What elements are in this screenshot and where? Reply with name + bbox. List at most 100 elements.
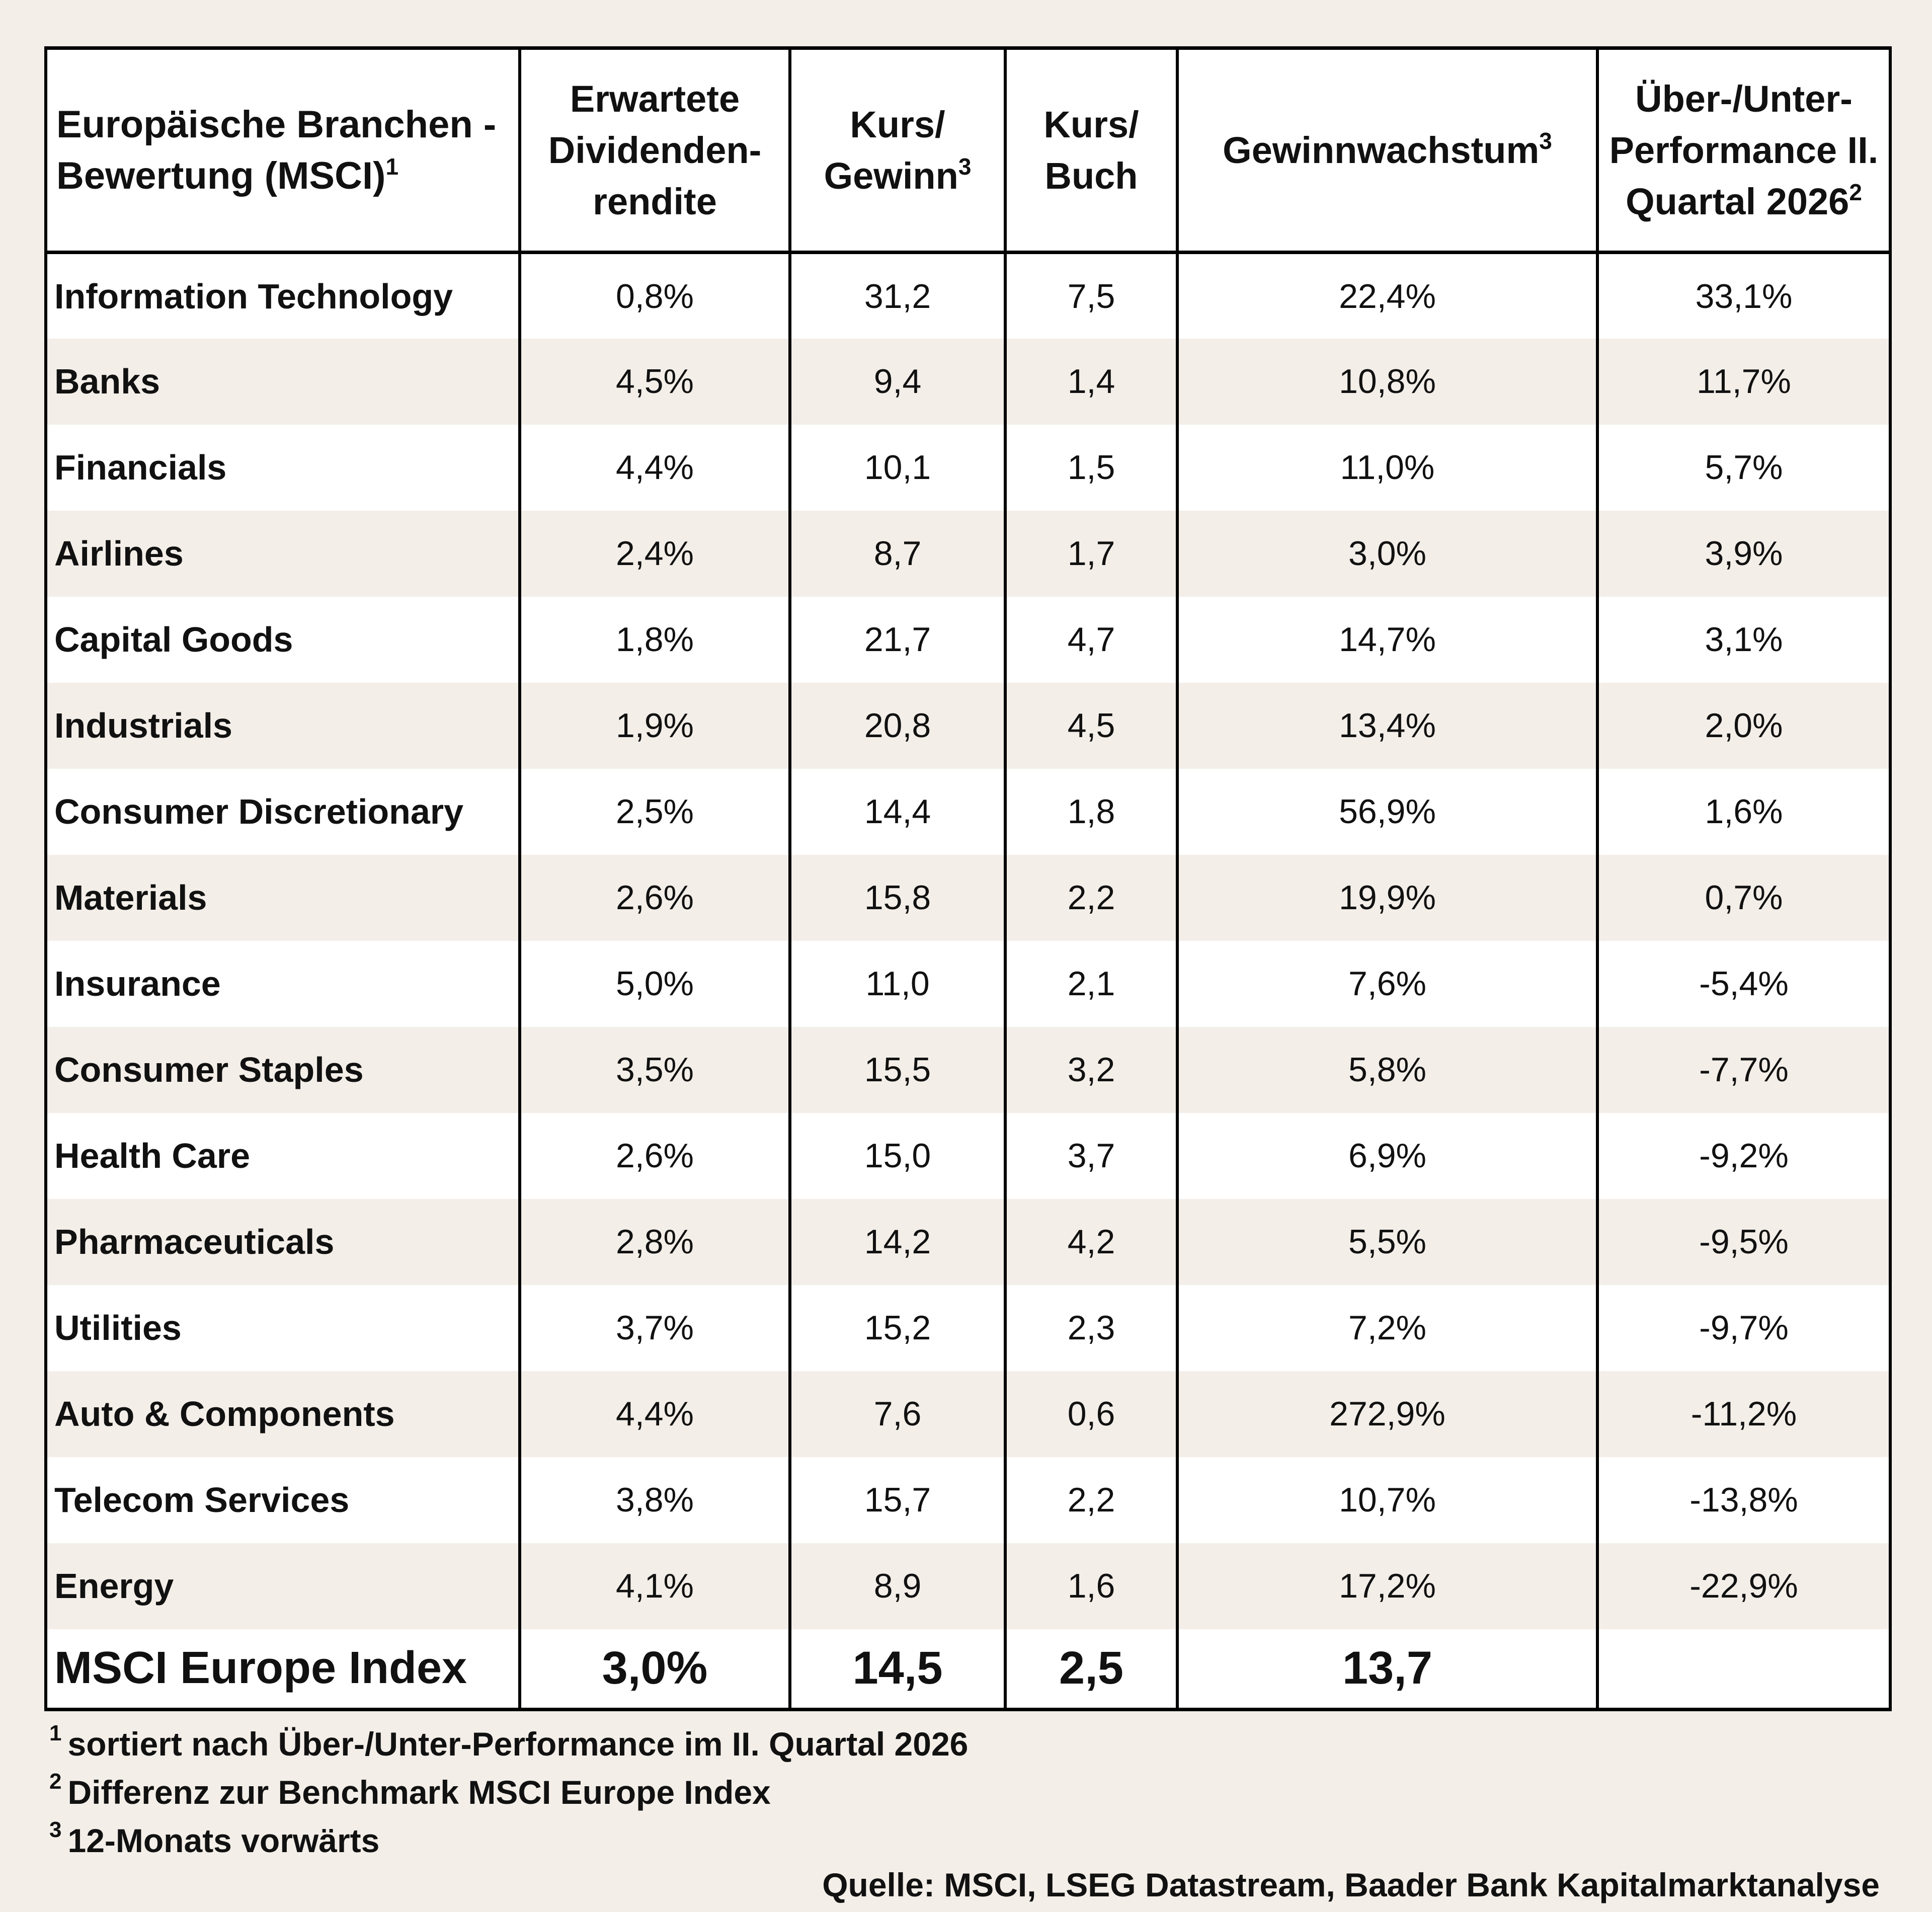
header-price-book-label: Kurs/ Buch xyxy=(1043,103,1139,197)
table-body: Information Technology 0,8% 31,2 7,5 22,4% 33… xyxy=(44,252,1892,1629)
table-row: Insurance 5,0% 11,0 2,1 7,6% -5,4% xyxy=(44,940,1892,1027)
cell-earnings-growth: 17,2% xyxy=(1176,1543,1599,1629)
total-price-earnings: 14,5 xyxy=(788,1629,1007,1711)
header-price-book: Kurs/ Buch xyxy=(1004,46,1179,254)
valuation-table: Europäische Branchen - Bewertung (MSCI)1… xyxy=(44,46,1892,1711)
cell-sector-name: Health Care xyxy=(44,1112,521,1199)
cell-price-book: 1,8 xyxy=(1004,768,1179,855)
cell-price-book: 3,7 xyxy=(1004,1112,1179,1199)
footnote-2: 2 Differenz zur Benchmark MSCI Europe Ind… xyxy=(49,1768,968,1816)
cell-price-earnings: 15,0 xyxy=(788,1112,1007,1199)
cell-price-earnings: 15,5 xyxy=(788,1026,1007,1113)
header-earnings-growth-footnote-ref: 3 xyxy=(1539,127,1552,154)
cell-performance: 0,7% xyxy=(1596,854,1892,941)
cell-price-earnings: 20,8 xyxy=(788,682,1007,769)
cell-earnings-growth: 7,2% xyxy=(1176,1285,1599,1371)
cell-earnings-growth: 13,4% xyxy=(1176,682,1599,769)
table-row: Airlines 2,4% 8,7 1,7 3,0% 3,9% xyxy=(44,510,1892,597)
cell-price-book: 1,6 xyxy=(1004,1543,1179,1629)
header-sector-footnote-ref: 1 xyxy=(385,153,399,180)
cell-sector-name: Banks xyxy=(44,338,521,425)
cell-earnings-growth: 6,9% xyxy=(1176,1112,1599,1199)
cell-price-earnings: 15,2 xyxy=(788,1285,1007,1371)
table-row: Materials 2,6% 15,8 2,2 19,9% 0,7% xyxy=(44,854,1892,941)
cell-dividend-yield: 2,4% xyxy=(518,510,791,597)
cell-earnings-growth: 7,6% xyxy=(1176,940,1599,1027)
cell-price-earnings: 10,1 xyxy=(788,424,1007,511)
cell-price-earnings: 8,9 xyxy=(788,1543,1007,1629)
cell-earnings-growth: 19,9% xyxy=(1176,854,1599,941)
cell-dividend-yield: 3,8% xyxy=(518,1457,791,1543)
total-performance xyxy=(1596,1629,1892,1711)
cell-price-book: 0,6 xyxy=(1004,1371,1179,1457)
header-price-earnings-label: Kurs/ Gewinn xyxy=(824,103,958,197)
table-header: Europäische Branchen - Bewertung (MSCI)1… xyxy=(44,46,1892,254)
header-performance-label: Über-/Unter-Performance II. Quartal 2026 xyxy=(1609,77,1879,222)
header-earnings-growth-label: Gewinnwachstum xyxy=(1223,129,1540,171)
cell-price-book: 3,2 xyxy=(1004,1026,1179,1113)
table-row: Information Technology 0,8% 31,2 7,5 22,4% 33… xyxy=(44,252,1892,339)
cell-price-earnings: 8,7 xyxy=(788,510,1007,597)
footnote-text: 12-Monats vorwärts xyxy=(67,1822,380,1859)
source-note: Quelle: MSCI, LSEG Datastream, Baader Ba… xyxy=(822,1866,1880,1903)
table-row: Industrials 1,9% 20,8 4,5 13,4% 2,0% xyxy=(44,682,1892,769)
footnotes: 1 sortiert nach Über-/Unter-Performance i… xyxy=(49,1720,968,1865)
cell-price-earnings: 15,8 xyxy=(788,854,1007,941)
total-row: MSCI Europe Index 3,0% 14,5 2,5 13,7 xyxy=(44,1629,1892,1711)
table-row: Banks 4,5% 9,4 1,4 10,8% 11,7% xyxy=(44,338,1892,425)
cell-sector-name: Insurance xyxy=(44,940,521,1027)
cell-performance: 2,0% xyxy=(1596,682,1892,769)
cell-dividend-yield: 4,4% xyxy=(518,1371,791,1457)
table-row: Telecom Services 3,8% 15,7 2,2 10,7% -13,8% xyxy=(44,1457,1892,1543)
cell-sector-name: Utilities xyxy=(44,1285,521,1371)
table-row: Utilities 3,7% 15,2 2,3 7,2% -9,7% xyxy=(44,1285,1892,1371)
cell-sector-name: Telecom Services xyxy=(44,1457,521,1543)
cell-performance: 11,7% xyxy=(1596,338,1892,425)
table-row: Auto & Components 4,4% 7,6 0,6 272,9% -11,2% xyxy=(44,1371,1892,1457)
cell-price-earnings: 14,4 xyxy=(788,768,1007,855)
cell-earnings-growth: 5,5% xyxy=(1176,1199,1599,1285)
cell-dividend-yield: 3,7% xyxy=(518,1285,791,1371)
cell-earnings-growth: 10,8% xyxy=(1176,338,1599,425)
footnote-1: 1 sortiert nach Über-/Unter-Performance i… xyxy=(49,1720,968,1768)
cell-dividend-yield: 2,8% xyxy=(518,1199,791,1285)
cell-price-book: 2,1 xyxy=(1004,940,1179,1027)
cell-price-book: 4,5 xyxy=(1004,682,1179,769)
valuation-table-container: Europäische Branchen - Bewertung (MSCI)1… xyxy=(44,46,1892,1711)
cell-sector-name: Consumer Discretionary xyxy=(44,768,521,855)
table-row: Energy 4,1% 8,9 1,6 17,2% -22,9% xyxy=(44,1543,1892,1629)
header-price-earnings: Kurs/ Gewinn3 xyxy=(788,46,1007,254)
cell-performance: -9,2% xyxy=(1596,1112,1892,1199)
footnote-text: sortiert nach Über-/Unter-Performance im… xyxy=(67,1725,969,1763)
footnote-text: Differenz zur Benchmark MSCI Europe Inde… xyxy=(67,1774,771,1811)
header-dividend-yield-label: Erwartete Dividenden-rendite xyxy=(548,77,762,222)
cell-sector-name: Capital Goods xyxy=(44,596,521,683)
header-sector-label: Europäische Branchen - Bewertung (MSCI) xyxy=(56,103,497,197)
header-performance-footnote-ref: 2 xyxy=(1849,179,1862,205)
cell-earnings-growth: 11,0% xyxy=(1176,424,1599,511)
cell-dividend-yield: 4,1% xyxy=(518,1543,791,1629)
cell-dividend-yield: 4,5% xyxy=(518,338,791,425)
cell-sector-name: Airlines xyxy=(44,510,521,597)
cell-price-book: 1,5 xyxy=(1004,424,1179,511)
cell-earnings-growth: 3,0% xyxy=(1176,510,1599,597)
total-dividend-yield: 3,0% xyxy=(518,1629,791,1711)
cell-performance: 3,9% xyxy=(1596,510,1892,597)
cell-performance: -7,7% xyxy=(1596,1026,1892,1113)
table-row: Consumer Staples 3,5% 15,5 3,2 5,8% -7,7% xyxy=(44,1026,1892,1113)
cell-price-earnings: 31,2 xyxy=(788,252,1007,339)
cell-performance: -5,4% xyxy=(1596,940,1892,1027)
header-earnings-growth: Gewinnwachstum3 xyxy=(1176,46,1599,254)
cell-earnings-growth: 10,7% xyxy=(1176,1457,1599,1543)
cell-price-earnings: 7,6 xyxy=(788,1371,1007,1457)
cell-price-earnings: 15,7 xyxy=(788,1457,1007,1543)
cell-price-book: 1,4 xyxy=(1004,338,1179,425)
cell-earnings-growth: 5,8% xyxy=(1176,1026,1599,1113)
cell-price-book: 4,2 xyxy=(1004,1199,1179,1285)
cell-performance: 3,1% xyxy=(1596,596,1892,683)
cell-dividend-yield: 2,5% xyxy=(518,768,791,855)
table-row: Pharmaceuticals 2,8% 14,2 4,2 5,5% -9,5% xyxy=(44,1199,1892,1285)
table-row: Capital Goods 1,8% 21,7 4,7 14,7% 3,1% xyxy=(44,596,1892,683)
cell-price-book: 7,5 xyxy=(1004,252,1179,339)
cell-sector-name: Information Technology xyxy=(44,252,521,339)
